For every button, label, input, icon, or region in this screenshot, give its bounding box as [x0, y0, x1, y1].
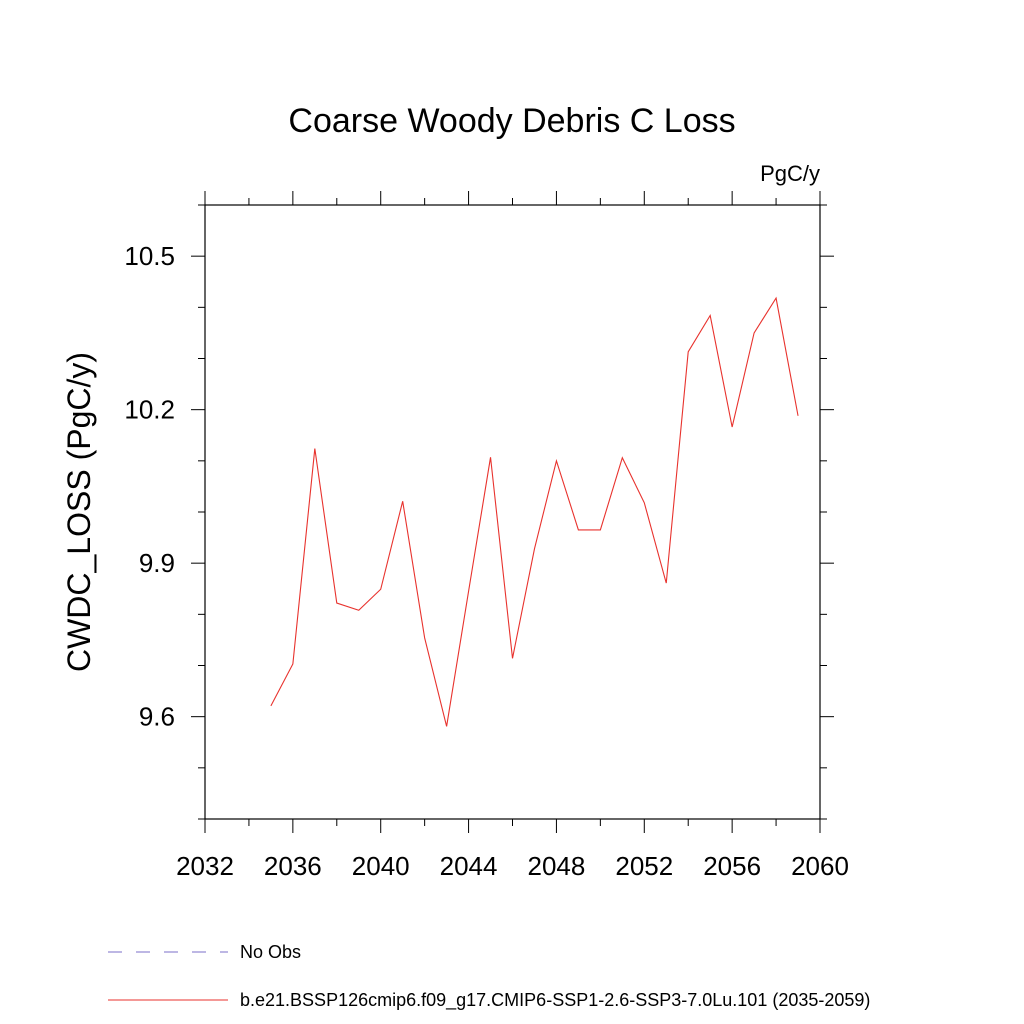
- units-label: PgC/y: [760, 161, 820, 186]
- y-tick-label: 10.2: [124, 395, 175, 425]
- x-tick-label: 2040: [352, 851, 410, 881]
- x-tick-label: 2032: [176, 851, 234, 881]
- y-axis-label: CWDC_LOSS (PgC/y): [61, 352, 97, 672]
- axis-ticks: [191, 191, 834, 833]
- x-tick-label: 2048: [528, 851, 586, 881]
- legend: No Obs b.e21.BSSP126cmip6.f09_g17.CMIP6-S…: [108, 942, 870, 1011]
- x-tick-labels: 2032 2036 2040 2044 2048 2052 2056 2060: [176, 851, 849, 881]
- legend-label: b.e21.BSSP126cmip6.f09_g17.CMIP6-SSP1-2.…: [240, 990, 870, 1011]
- x-tick-label: 2036: [264, 851, 322, 881]
- y-tick-label: 9.6: [139, 702, 175, 732]
- x-tick-label: 2060: [791, 851, 849, 881]
- chart-title: Coarse Woody Debris C Loss: [288, 102, 735, 140]
- series-lines: [270, 296, 799, 727]
- plot-frame: [204, 204, 821, 820]
- x-tick-label: 2056: [703, 851, 761, 881]
- legend-label: No Obs: [240, 942, 301, 962]
- y-tick-labels: 9.6 9.9 10.2 10.5: [124, 241, 175, 732]
- x-tick-label: 2052: [615, 851, 673, 881]
- y-tick-label: 10.5: [124, 241, 175, 271]
- y-tick-label: 9.9: [139, 548, 175, 578]
- series-line: [270, 296, 799, 727]
- x-tick-label: 2044: [440, 851, 498, 881]
